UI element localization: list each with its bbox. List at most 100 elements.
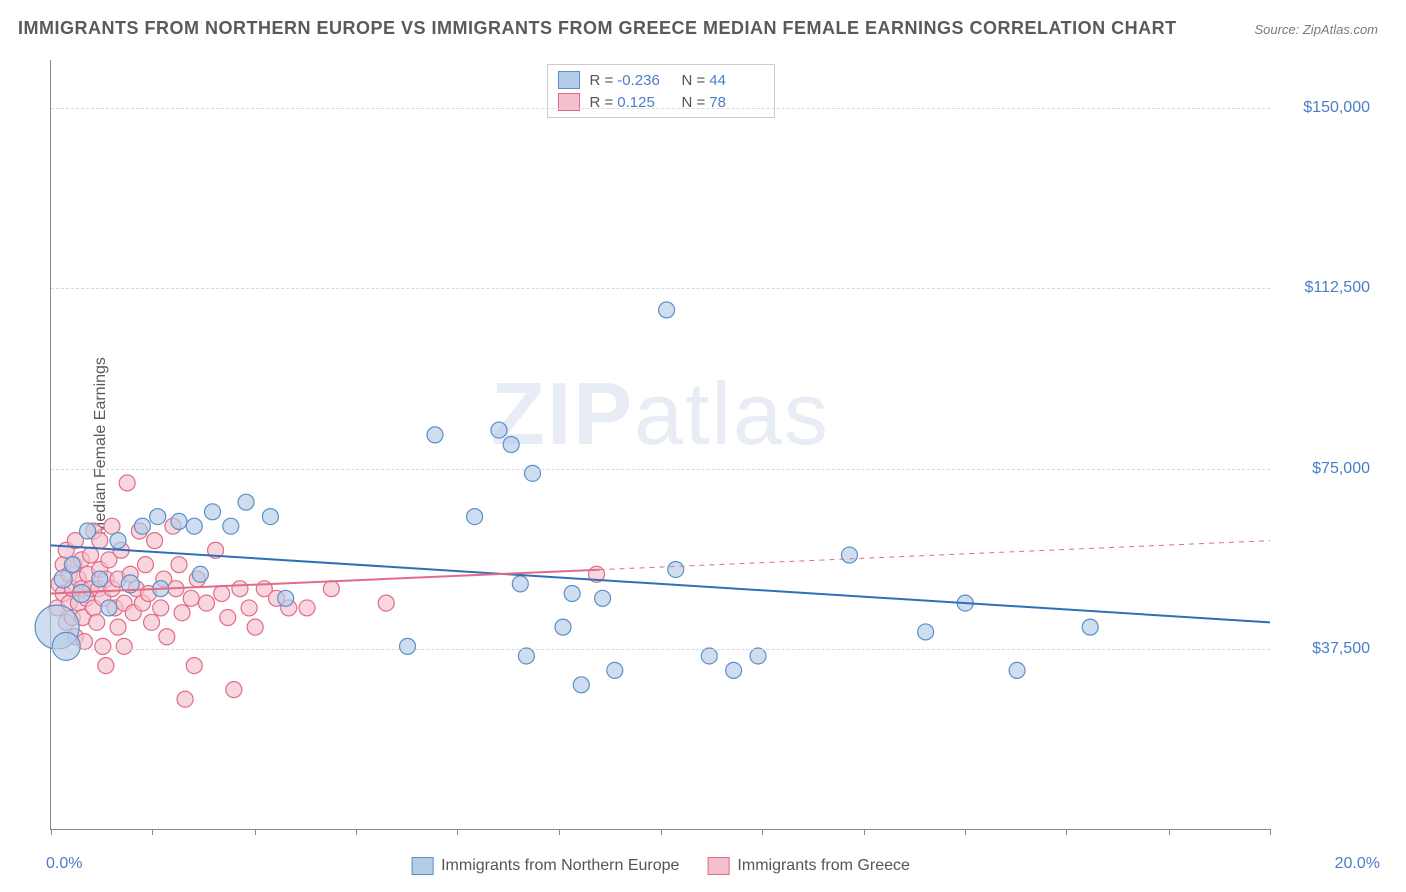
data-point-northern_europe: [72, 584, 90, 602]
data-point-greece: [174, 605, 190, 621]
x-tick: [1270, 829, 1271, 835]
plot-svg: [51, 60, 1270, 829]
data-point-northern_europe: [171, 513, 187, 529]
legend-row-northern-europe: R = -0.236 N = 44: [558, 69, 764, 91]
data-point-northern_europe: [555, 619, 571, 635]
data-point-northern_europe: [64, 557, 80, 573]
data-point-northern_europe: [238, 494, 254, 510]
data-point-northern_europe: [726, 662, 742, 678]
data-point-greece: [220, 610, 236, 626]
data-point-northern_europe: [467, 509, 483, 525]
data-point-northern_europe: [186, 518, 202, 534]
data-point-greece: [183, 590, 199, 606]
data-point-northern_europe: [427, 427, 443, 443]
data-point-greece: [247, 619, 263, 635]
data-point-northern_europe: [80, 523, 96, 539]
y-tick-label: $112,500: [1280, 279, 1370, 297]
legend-swatch-northern-europe: [558, 71, 580, 89]
source-attribution: Source: ZipAtlas.com: [1254, 22, 1378, 37]
data-point-northern_europe: [607, 662, 623, 678]
x-tick: [864, 829, 865, 835]
x-tick: [762, 829, 763, 835]
x-axis-max-label: 20.0%: [1335, 855, 1380, 873]
data-point-northern_europe: [668, 561, 684, 577]
data-point-greece: [177, 691, 193, 707]
data-point-greece: [232, 581, 248, 597]
data-point-greece: [144, 614, 160, 630]
gridline: [51, 288, 1270, 289]
legend-swatch-ne-icon: [411, 857, 433, 875]
x-tick: [51, 829, 52, 835]
data-point-northern_europe: [573, 677, 589, 693]
y-tick-label: $37,500: [1280, 640, 1370, 658]
data-point-northern_europe: [512, 576, 528, 592]
legend-label-ne: Immigrants from Northern Europe: [441, 857, 679, 875]
data-point-northern_europe: [1082, 619, 1098, 635]
data-point-northern_europe: [54, 570, 72, 588]
legend-item-northern-europe: Immigrants from Northern Europe: [411, 857, 679, 875]
x-tick: [1169, 829, 1170, 835]
legend-label-gr: Immigrants from Greece: [737, 857, 909, 875]
x-tick: [559, 829, 560, 835]
r-label: R =: [590, 72, 614, 89]
gridline: [51, 649, 1270, 650]
data-point-greece: [241, 600, 257, 616]
data-point-greece: [116, 638, 132, 654]
data-point-greece: [378, 595, 394, 611]
data-point-northern_europe: [205, 504, 221, 520]
y-tick-label: $75,000: [1280, 460, 1370, 478]
data-point-greece: [159, 629, 175, 645]
data-point-northern_europe: [841, 547, 857, 563]
data-point-greece: [110, 619, 126, 635]
plot-area: ZIPatlas R = -0.236 N = 44 R = 0.125 N =…: [50, 60, 1270, 830]
data-point-greece: [186, 658, 202, 674]
data-point-greece: [95, 638, 111, 654]
data-point-northern_europe: [110, 533, 126, 549]
series-legend: Immigrants from Northern Europe Immigran…: [411, 857, 910, 875]
data-point-greece: [83, 547, 99, 563]
data-point-northern_europe: [262, 509, 278, 525]
data-point-northern_europe: [701, 648, 717, 664]
data-point-northern_europe: [150, 509, 166, 525]
data-point-northern_europe: [192, 566, 208, 582]
data-point-northern_europe: [278, 590, 294, 606]
x-tick: [457, 829, 458, 835]
data-point-greece: [214, 585, 230, 601]
data-point-greece: [198, 595, 214, 611]
data-point-northern_europe: [1009, 662, 1025, 678]
data-point-greece: [323, 581, 339, 597]
data-point-northern_europe: [52, 632, 80, 660]
legend-row-greece: R = 0.125 N = 78: [558, 91, 764, 113]
x-tick: [965, 829, 966, 835]
legend-item-greece: Immigrants from Greece: [707, 857, 909, 875]
data-point-northern_europe: [503, 437, 519, 453]
trend-line-greece-dashed: [600, 541, 1270, 570]
x-tick: [356, 829, 357, 835]
data-point-greece: [89, 614, 105, 630]
x-tick: [255, 829, 256, 835]
x-tick: [661, 829, 662, 835]
data-point-northern_europe: [223, 518, 239, 534]
n-value-ne: 44: [709, 72, 726, 89]
x-axis-min-label: 0.0%: [46, 855, 82, 873]
x-tick: [152, 829, 153, 835]
data-point-greece: [147, 533, 163, 549]
data-point-greece: [119, 475, 135, 491]
y-tick-label: $150,000: [1280, 99, 1370, 117]
data-point-northern_europe: [491, 422, 507, 438]
gridline: [51, 469, 1270, 470]
data-point-northern_europe: [595, 590, 611, 606]
data-point-greece: [171, 557, 187, 573]
data-point-northern_europe: [400, 638, 416, 654]
n-label: N =: [682, 72, 706, 89]
chart-title: IMMIGRANTS FROM NORTHERN EUROPE VS IMMIG…: [18, 18, 1177, 39]
data-point-northern_europe: [659, 302, 675, 318]
data-point-northern_europe: [134, 518, 150, 534]
data-point-northern_europe: [101, 600, 117, 616]
gridline: [51, 108, 1270, 109]
data-point-greece: [98, 658, 114, 674]
data-point-greece: [299, 600, 315, 616]
correlation-legend: R = -0.236 N = 44 R = 0.125 N = 78: [547, 64, 775, 118]
data-point-northern_europe: [750, 648, 766, 664]
data-point-greece: [104, 518, 120, 534]
